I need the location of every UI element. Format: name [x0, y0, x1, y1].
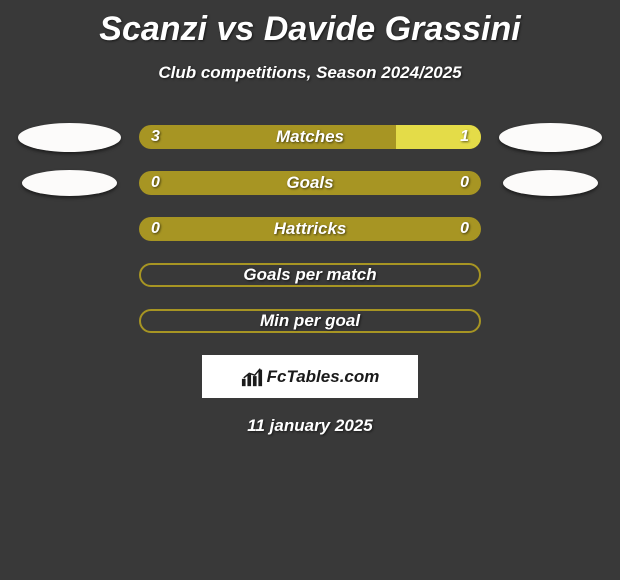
logo-text: FcTables.com — [267, 367, 380, 387]
orb-left — [16, 170, 123, 196]
stat-bar: Min per goal — [139, 309, 481, 333]
stat-row: Min per goal — [0, 309, 620, 333]
footer-date: 11 january 2025 — [0, 416, 620, 436]
orb-shape — [499, 123, 602, 152]
logo-box: FcTables.com — [202, 355, 418, 398]
page-title: Scanzi vs Davide Grassini — [0, 0, 620, 49]
stat-label: Goals per match — [141, 265, 479, 285]
orb-right — [497, 123, 604, 152]
stat-row: 00Goals — [0, 171, 620, 195]
stat-label: Hattricks — [139, 219, 481, 239]
stat-row: 00Hattricks — [0, 217, 620, 241]
stat-label: Goals — [139, 173, 481, 193]
orb-shape — [503, 170, 598, 196]
logo-bars-icon — [241, 367, 263, 387]
stat-label: Min per goal — [141, 311, 479, 331]
stat-row: 31Matches — [0, 125, 620, 149]
stat-row: Goals per match — [0, 263, 620, 287]
stat-rows: 31Matches 00Goals 00Hattricks Goals per mat… — [0, 125, 620, 333]
stat-bar: 00Goals — [139, 171, 481, 195]
stat-bar: 31Matches — [139, 125, 481, 149]
orb-right — [497, 170, 604, 196]
stat-label: Matches — [139, 127, 481, 147]
orb-shape — [22, 170, 117, 196]
orb-left — [16, 123, 123, 152]
stat-bar: 00Hattricks — [139, 217, 481, 241]
stat-bar: Goals per match — [139, 263, 481, 287]
orb-shape — [18, 123, 121, 152]
page-subtitle: Club competitions, Season 2024/2025 — [0, 63, 620, 83]
